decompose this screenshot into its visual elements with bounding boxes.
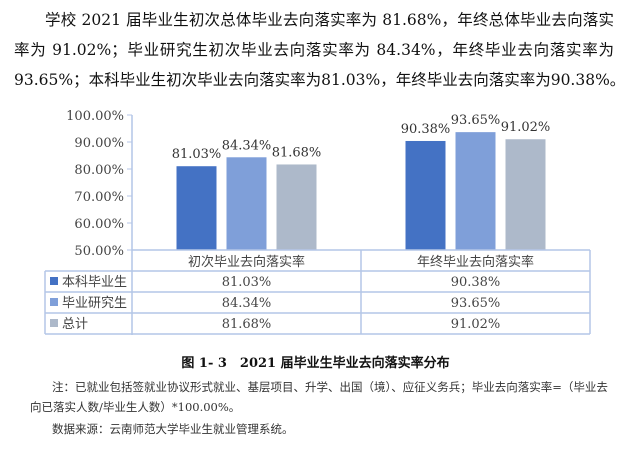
bar xyxy=(276,164,317,250)
table-cell: 81.03% xyxy=(222,275,272,290)
bar-chart: 50.00% 60.00% 70.00% 80.00% 90.00% 100.00% 81.… xyxy=(44,109,591,335)
data-label: 84.34% xyxy=(222,138,272,153)
paragraph-line: 学校 2021 届毕业生初次总体毕业去向落实率为 81.68%，年终总体毕业去向… xyxy=(45,11,614,29)
table-cell: 81.68% xyxy=(222,317,272,332)
y-tick-label: 80.00% xyxy=(74,163,124,178)
category-label: 年终毕业去向落实率 xyxy=(417,254,534,270)
y-tick-label: 50.00% xyxy=(74,244,124,259)
paragraph-line: 率为 91.02%；毕业研究生初次毕业去向落实率为 84.34%，年终毕业去向落… xyxy=(14,41,614,59)
table-cell: 93.65% xyxy=(451,296,501,311)
bar xyxy=(176,166,217,250)
figure-caption: 图 1- 3 2021 届毕业生毕业去向落实率分布 xyxy=(181,356,450,371)
bar xyxy=(405,140,446,250)
intro-paragraph: 学校 2021 届毕业生初次总体毕业去向落实率为 81.68%，年终总体毕业去向… xyxy=(14,5,626,95)
y-tick-label: 60.00% xyxy=(74,217,124,232)
legend-key xyxy=(50,319,58,327)
bar xyxy=(505,139,546,250)
data-source: 数据来源：云南师范大学毕业生就业管理系统。 xyxy=(52,422,294,436)
table-cell: 91.02% xyxy=(451,317,501,332)
series-name: 毕业研究生 xyxy=(62,296,127,311)
data-label: 81.68% xyxy=(272,145,322,160)
bar xyxy=(455,132,496,250)
category-label: 初次毕业去向落实率 xyxy=(188,254,305,270)
y-tick-label: 70.00% xyxy=(74,190,124,205)
data-label: 81.03% xyxy=(172,147,222,162)
footnote: 注：已就业包括签就业协议形式就业、基层项目、升学、出国（境）、应征义务兵；毕业去… xyxy=(30,380,608,414)
legend-key xyxy=(50,298,58,306)
data-label: 91.02% xyxy=(501,120,551,135)
y-tick-label: 100.00% xyxy=(66,109,124,124)
data-label: 90.38% xyxy=(401,122,451,137)
y-tick-label: 90.00% xyxy=(74,136,124,151)
bar xyxy=(226,157,267,250)
legend-key xyxy=(50,277,58,285)
series-name: 总计 xyxy=(62,317,88,332)
data-label: 93.65% xyxy=(451,113,501,128)
paragraph-line: 93.65%；本科毕业生初次毕业去向落实率为81.03%，年终毕业去向落实率为9… xyxy=(14,71,626,89)
table-cell: 90.38% xyxy=(451,275,501,290)
series-name: 本科毕业生 xyxy=(62,275,127,290)
table-cell: 84.34% xyxy=(222,296,272,311)
